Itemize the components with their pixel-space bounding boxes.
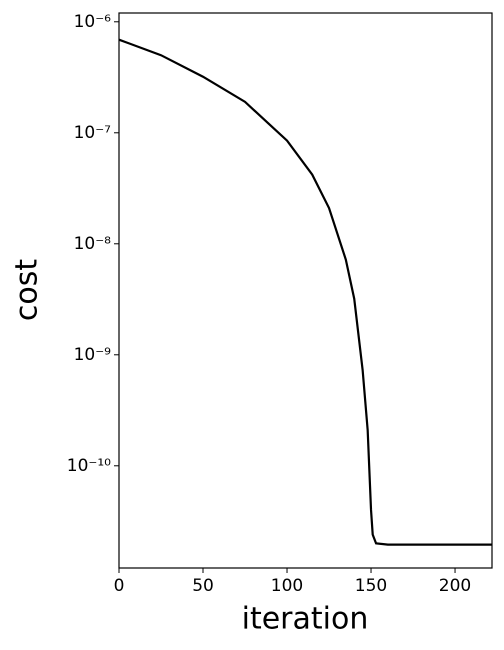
x-tick-label: 100 bbox=[271, 576, 303, 596]
x-tick-label: 200 bbox=[439, 576, 471, 596]
y-tick-label: 10⁻⁸ bbox=[74, 234, 112, 254]
y-tick-label: 10⁻¹⁰ bbox=[67, 456, 111, 476]
plot-frame bbox=[118, 12, 493, 569]
x-tick-label: 150 bbox=[355, 576, 387, 596]
x-tick-label: 50 bbox=[192, 576, 214, 596]
y-axis-label: cost bbox=[10, 259, 45, 321]
y-tick-label: 10⁻⁶ bbox=[74, 12, 112, 32]
y-tick-label: 10⁻⁷ bbox=[74, 123, 112, 143]
x-tick-label: 0 bbox=[114, 576, 125, 596]
y-tick-label: 10⁻⁹ bbox=[74, 345, 112, 365]
line bbox=[118, 38, 492, 546]
x-axis-label: iteration bbox=[242, 602, 369, 637]
